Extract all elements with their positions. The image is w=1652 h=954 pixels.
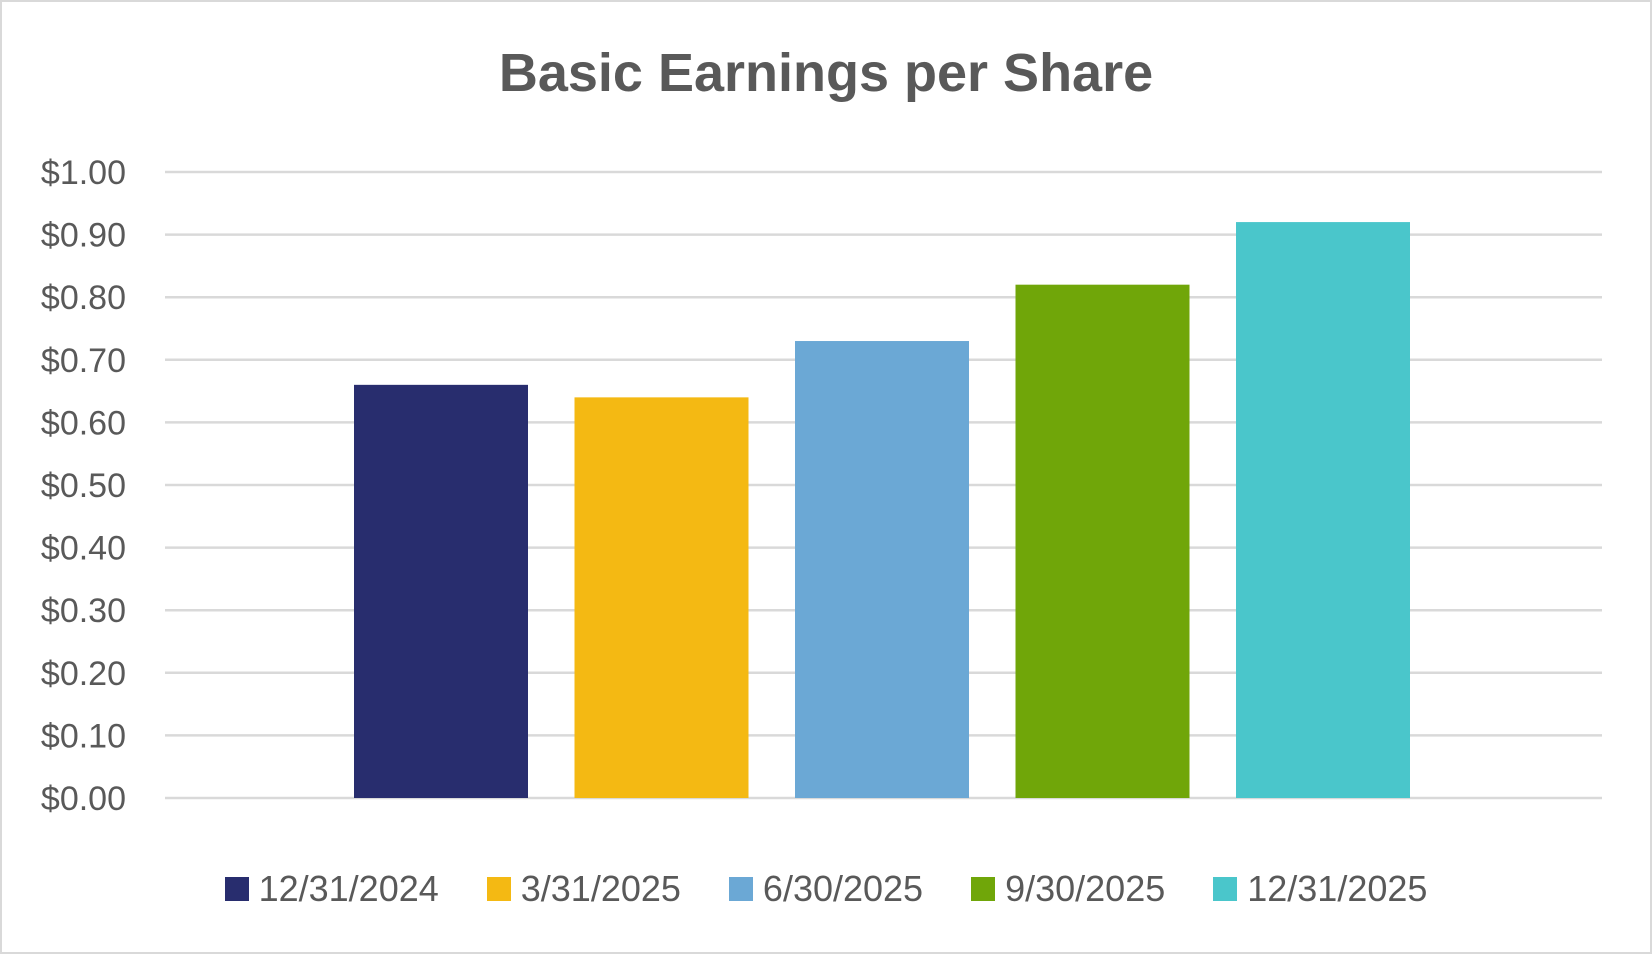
y-tick-label: $0.80 (41, 279, 126, 317)
y-tick-label: $0.90 (41, 217, 126, 255)
legend: 12/31/2024 3/31/2025 6/30/2025 9/30/2025 12/… (2, 864, 1650, 914)
y-tick-label: $0.70 (41, 342, 126, 380)
legend-item: 12/31/2025 (1213, 868, 1427, 910)
y-tick-label: $0.40 (41, 530, 126, 568)
legend-item: 3/31/2025 (486, 868, 681, 910)
bar-12-31-2024 (354, 384, 528, 798)
legend-item: 6/30/2025 (728, 868, 924, 910)
y-tick-label: $0.60 (41, 404, 126, 442)
legend-label: 3/31/2025 (520, 868, 681, 909)
legend-label: 9/30/2025 (1005, 868, 1166, 909)
y-tick-label: $0.00 (41, 780, 126, 818)
legend-swatch (728, 877, 753, 901)
y-tick-label: $0.30 (41, 592, 126, 630)
legend-item: 9/30/2025 (971, 868, 1165, 910)
y-tick-label: $0.20 (41, 655, 126, 693)
y-tick-label: $0.50 (41, 467, 126, 505)
bar-6-30-2025 (795, 341, 969, 798)
bar-9-30-2025 (1015, 284, 1190, 798)
legend-item: 12/31/2024 (224, 868, 439, 910)
legend-swatch (224, 877, 249, 901)
bar-12-31-2025 (1236, 222, 1410, 798)
legend-swatch (486, 877, 511, 901)
legend-label: 12/31/2025 (1247, 868, 1428, 909)
y-tick-label: $0.10 (41, 717, 126, 755)
legend-swatch (1213, 877, 1238, 901)
bar-3-31-2025 (574, 397, 749, 798)
legend-label: 12/31/2024 (258, 868, 439, 909)
legend-swatch (971, 877, 996, 901)
y-tick-label: $1.00 (41, 154, 126, 192)
chart-title: Basic Earnings per Share (498, 43, 1154, 103)
legend-label: 6/30/2025 (762, 868, 924, 909)
